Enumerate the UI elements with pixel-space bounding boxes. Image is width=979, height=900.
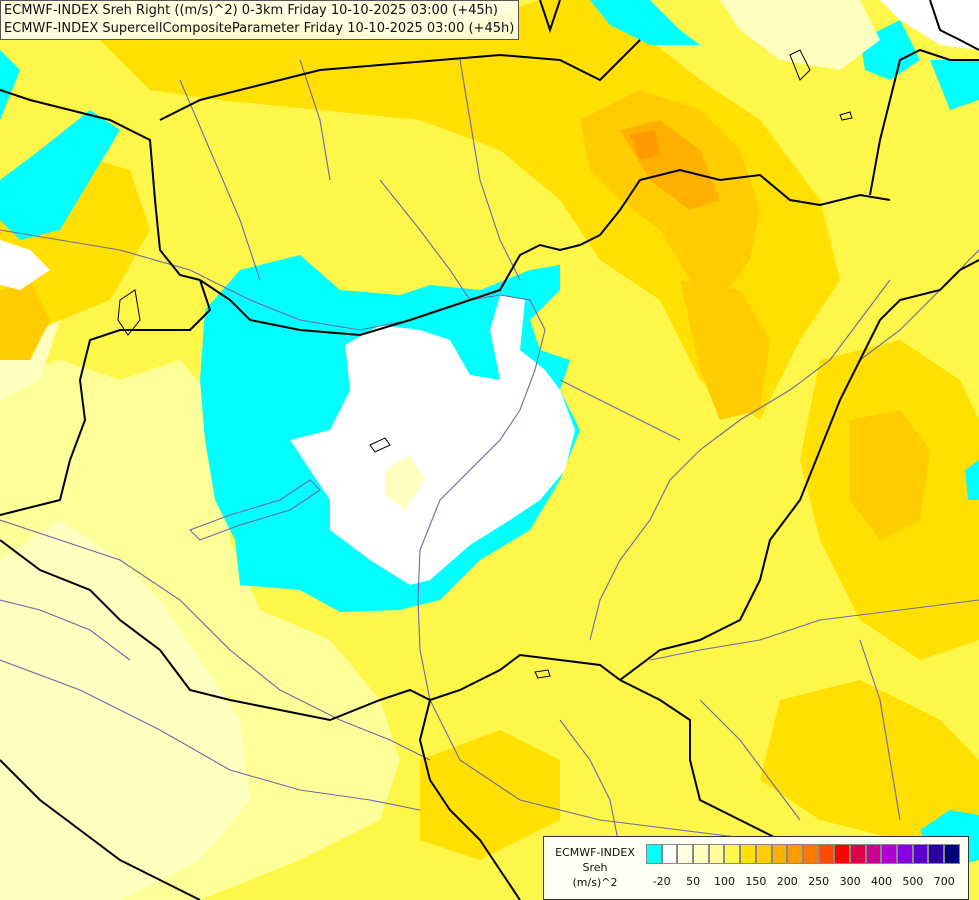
legend-swatch <box>849 844 866 864</box>
field-cyan-east-edge <box>965 460 979 500</box>
legend-tick-label: -20 <box>652 875 671 888</box>
legend-swatch <box>740 844 756 864</box>
legend-tick-label: 400 <box>871 875 892 888</box>
river-olt <box>859 639 901 821</box>
legend-swatch <box>865 844 882 864</box>
field-orange-northeast-tail <box>680 280 770 420</box>
river-minor-4 <box>299 59 331 181</box>
legend-tick-label: 150 <box>745 875 767 888</box>
lake-neusiedl <box>117 289 141 336</box>
legend-unit: (m/s)^2 <box>572 876 618 889</box>
field-cyan-northeast-corner <box>930 60 979 110</box>
border-northeast-top <box>929 0 979 51</box>
legend-swatches <box>646 844 960 864</box>
border-ukraine-romania <box>869 48 979 196</box>
field-cyan-north <box>590 0 700 45</box>
lake-small-4 <box>534 669 551 679</box>
border-serbia-croatia <box>418 699 521 900</box>
map-title-line-2: ECMWF-INDEX SupercellCompositeParameter … <box>4 21 515 36</box>
border-hungary-serbia <box>429 653 621 701</box>
border-hungary-croatia <box>0 539 431 722</box>
river-hron <box>379 179 471 301</box>
river-kupa <box>0 599 131 661</box>
field-paleyellow-island <box>385 455 425 510</box>
river-danube <box>0 229 881 900</box>
field-white-center <box>290 295 575 585</box>
legend-swatch <box>677 844 694 864</box>
lakes <box>117 49 853 679</box>
legend-tick-label: 700 <box>933 875 955 888</box>
field-paleyellow-northeast <box>720 0 880 70</box>
river-tisza <box>589 279 891 641</box>
legend-tick-label: 500 <box>902 875 924 888</box>
river-minor-3 <box>559 719 621 851</box>
river-minor-1 <box>559 379 681 441</box>
border-austria-hungary <box>0 279 212 516</box>
border-hungary-romania <box>619 259 979 681</box>
legend-swatch <box>818 844 835 864</box>
field-gold-southcentral <box>420 730 560 860</box>
legend-swatch <box>724 844 741 864</box>
border-czech-slovakia <box>0 89 201 281</box>
border-slovakia-hungary <box>199 168 891 337</box>
river-drava <box>0 519 431 761</box>
legend-swatch <box>897 844 913 864</box>
river-mures <box>649 599 979 661</box>
lake-small-2 <box>789 49 811 81</box>
field-darkorange-peak <box>630 130 660 160</box>
field-cyan-northwest <box>0 50 20 120</box>
border-poland-slovakia <box>159 39 641 121</box>
legend-variable: Sreh <box>582 861 608 874</box>
river-minor-2 <box>699 699 801 821</box>
river-vah <box>459 59 521 281</box>
legend-source: ECMWF-INDEX <box>555 846 635 859</box>
legend-swatch <box>708 844 725 864</box>
map-title-line-1: ECMWF-INDEX Sreh Right ((m/s)^2) 0-3km F… <box>4 3 498 18</box>
lake-small-1 <box>369 437 391 453</box>
legend-tick-label: 250 <box>808 875 830 888</box>
map-title-box: ECMWF-INDEX Sreh Right ((m/s)^2) 0-3km F… <box>0 0 520 40</box>
field-orange-east-blob <box>850 410 930 540</box>
legend-tick-label: 50 <box>686 875 701 888</box>
legend-swatch <box>944 844 960 864</box>
field-orange-west-blob <box>0 280 50 360</box>
legend-swatch <box>661 844 678 864</box>
legend-swatch <box>802 844 819 864</box>
river-sava <box>0 659 421 811</box>
legend-ticks: -20 50 100 150 200 250 300 400 500 700 <box>646 875 966 889</box>
legend-label: ECMWF-INDEX Sreh (m/s)^2 <box>549 845 641 890</box>
field-cyan-northwest-strip <box>0 110 120 240</box>
legend-swatch <box>881 844 897 864</box>
legend-swatch <box>912 844 929 864</box>
legend-tick-label: 300 <box>839 875 861 888</box>
field-white-northwest <box>0 240 50 290</box>
legend-swatch <box>834 844 850 864</box>
legend-tick-label: 200 <box>776 875 798 888</box>
legend-swatch <box>755 844 772 864</box>
legend-tick-label: 100 <box>714 875 735 888</box>
river-balaton <box>189 479 321 541</box>
legend-swatch <box>693 844 709 864</box>
field-gold-southeast <box>760 680 979 840</box>
legend-swatch <box>928 844 945 864</box>
legend-swatch <box>646 844 662 864</box>
legend-swatch <box>771 844 788 864</box>
border-bosnia <box>0 759 201 900</box>
river-morava <box>179 79 261 281</box>
color-legend: ECMWF-INDEX Sreh (m/s)^2 -20 50 100 150 200 2… <box>543 836 969 900</box>
border-north-top <box>539 0 561 34</box>
legend-swatch <box>787 844 803 864</box>
field-paler-southwest <box>0 520 250 900</box>
lake-small-3 <box>839 111 853 121</box>
